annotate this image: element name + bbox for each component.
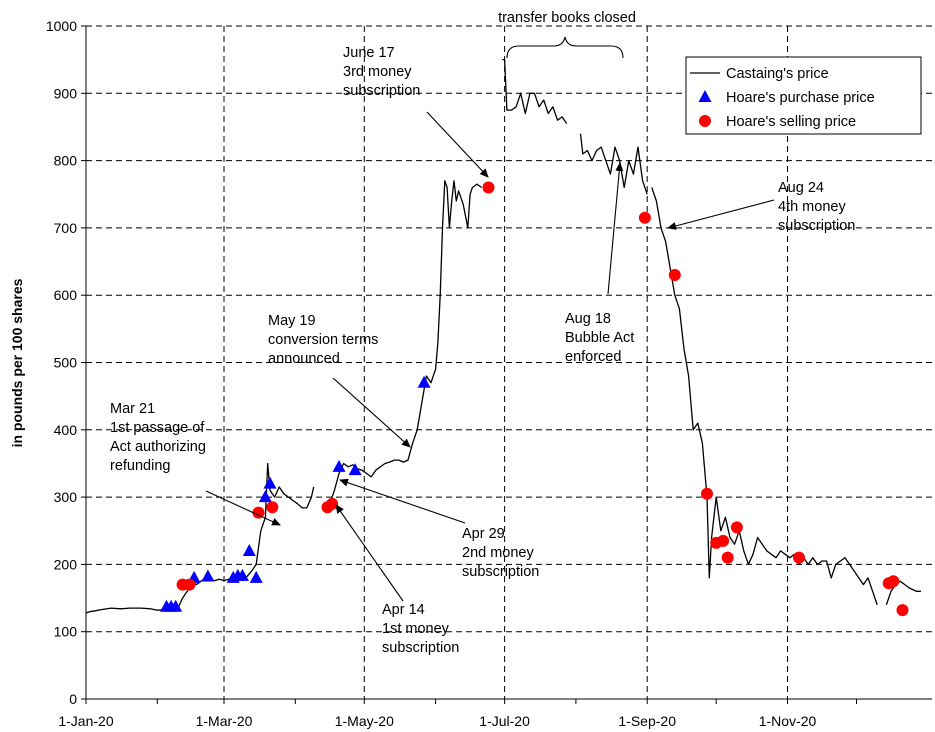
selling-point [730, 521, 743, 534]
selling-point [887, 575, 900, 588]
purchase-point [348, 463, 362, 476]
legend: Castaing's price Hoare's purchase price Ho… [685, 56, 922, 135]
price-line-segment [85, 462, 315, 614]
selling-point [482, 181, 495, 194]
purchase-point [263, 476, 277, 489]
purchase-markers [160, 375, 431, 612]
arrow-aug18 [607, 162, 624, 295]
selling-point [266, 501, 279, 514]
annotation-june17: June 17 3rd money subscription [343, 45, 420, 99]
y-axis-ticks: 0 100 200 300 400 500 600 700 800 900 1000 [46, 18, 86, 707]
y-tick-label: 100 [54, 624, 78, 640]
arrow-apr29 [339, 478, 466, 524]
selling-point [668, 269, 681, 282]
annotations: transfer books closed June 17 3rd money sub… [110, 10, 855, 656]
arrow-june17 [426, 111, 489, 178]
y-tick-label: 0 [69, 691, 77, 707]
annotation-apr14: Apr 14 1st money subscription [382, 602, 459, 656]
legend-label: Hoare's purchase price [726, 90, 875, 106]
price-line [85, 58, 921, 614]
purchase-point [169, 599, 183, 612]
x-axis-ticks: 1-Jan-20 1-Mar-20 1-May-20 1-Jul-20 1-Sep-20… [58, 699, 857, 729]
price-line-segment [885, 580, 921, 606]
y-tick-label: 600 [54, 287, 78, 303]
gridlines [86, 25, 932, 699]
selling-point [717, 534, 730, 547]
purchase-point [235, 568, 249, 581]
arrow-may19 [332, 377, 411, 448]
x-tick-label: 1-Jan-20 [58, 713, 113, 729]
price-line-segment [329, 180, 482, 505]
annotation-apr29: Apr 29 2nd money subscription [462, 526, 539, 580]
legend-box [685, 56, 922, 135]
annotation-books: transfer books closed [498, 10, 636, 26]
arrow-aug24 [667, 199, 775, 230]
legend-label: Hoare's selling price [726, 114, 856, 130]
price-line-segment [651, 187, 878, 606]
legend-triangle-swatch [698, 90, 712, 102]
arrow-mar21 [205, 490, 281, 526]
purchase-point [332, 459, 346, 472]
selling-point [721, 551, 734, 564]
selling-point [793, 551, 805, 564]
purchase-point [201, 569, 215, 582]
selling-markers [176, 181, 909, 617]
y-tick-label: 500 [54, 355, 78, 371]
y-tick-label: 200 [54, 556, 78, 572]
x-tick-label: 1-Nov-20 [759, 713, 817, 729]
y-tick-label: 300 [54, 489, 78, 505]
y-tick-label: 1000 [46, 18, 77, 34]
selling-point [701, 487, 713, 500]
purchase-point [258, 490, 272, 503]
selling-point [896, 604, 909, 617]
x-tick-label: 1-Mar-20 [196, 713, 253, 729]
annotation-mar21: Mar 21 1st passage of Act authorizing refun… [110, 401, 206, 474]
y-axis-label: in pounds per 100 shares [9, 278, 25, 447]
x-tick-label: 1-Jul-20 [479, 713, 530, 729]
y-tick-label: 400 [54, 422, 78, 438]
purchase-point [242, 543, 256, 556]
annotation-may19: May 19 conversion terms announced [268, 313, 378, 367]
purchase-point [417, 375, 431, 388]
legend-label: Castaing's price [726, 66, 829, 82]
selling-point [252, 506, 265, 519]
y-tick-label: 700 [54, 220, 78, 236]
arrow-apr14 [335, 504, 404, 602]
legend-circle-swatch [699, 115, 711, 127]
selling-point [183, 578, 196, 591]
x-tick-label: 1-May-20 [335, 713, 394, 729]
x-tick-label: 1-Sep-20 [618, 713, 676, 729]
selling-point [638, 211, 651, 224]
price-line-segment [502, 58, 568, 124]
price-line-segment [579, 133, 648, 195]
purchase-point [249, 570, 263, 583]
brace [506, 36, 624, 59]
selling-point [326, 497, 339, 510]
annotation-aug24: Aug 24 4th money subscription [778, 180, 855, 234]
y-tick-label: 800 [54, 153, 78, 169]
annotation-aug18: Aug 18 Bubble Act enforced [565, 311, 634, 365]
y-tick-label: 900 [54, 85, 78, 101]
